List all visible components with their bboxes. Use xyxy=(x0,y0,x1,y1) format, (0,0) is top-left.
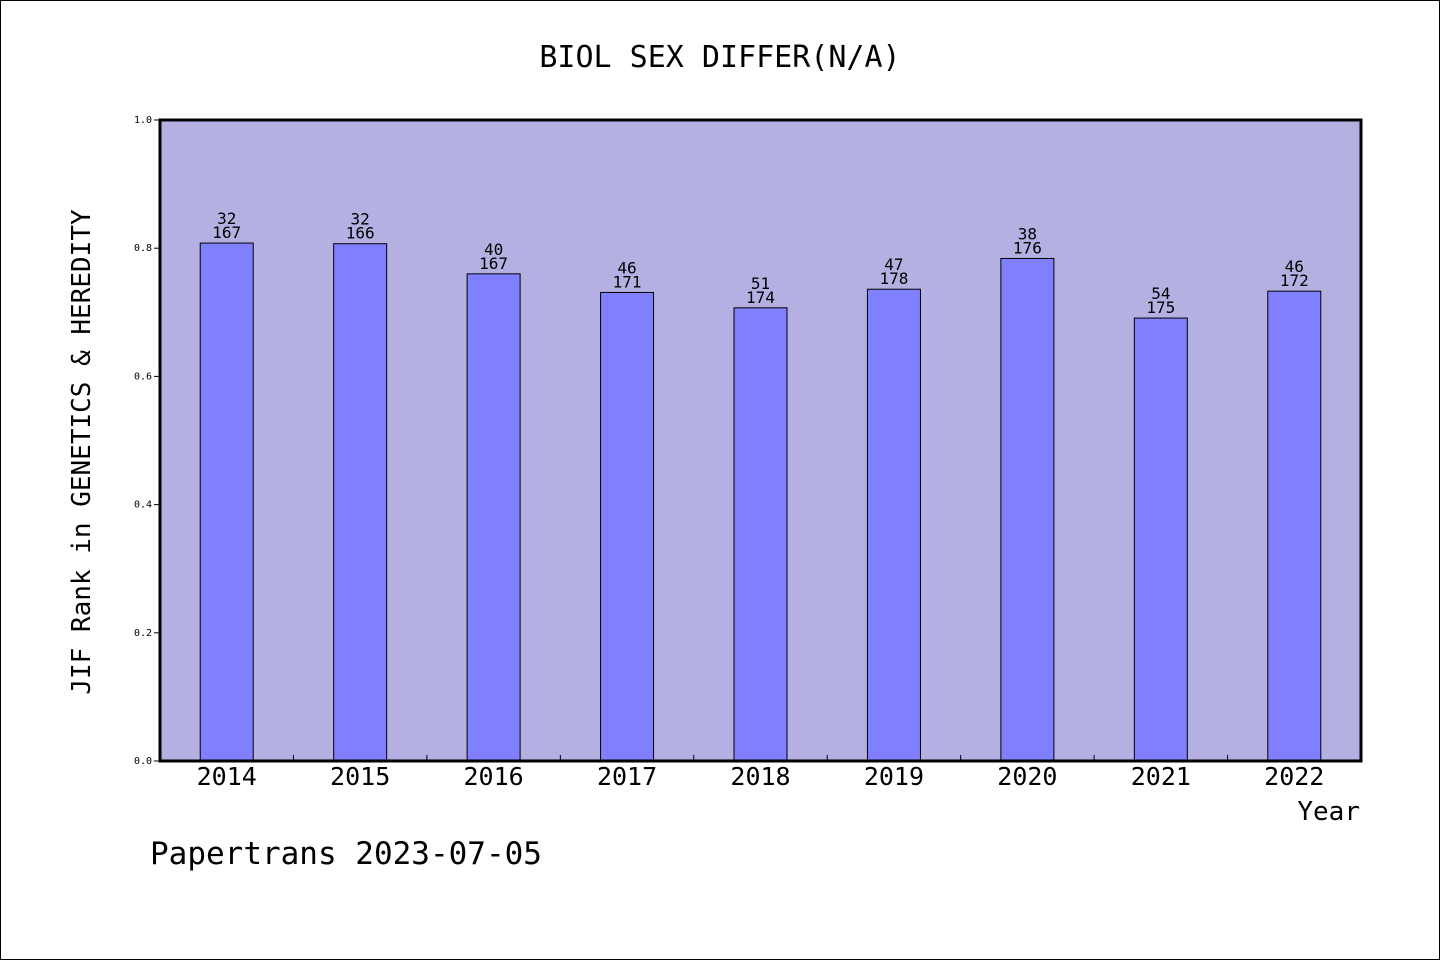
bar-total-label-2019: 178 xyxy=(879,269,908,288)
bar-total-label-2022: 172 xyxy=(1280,271,1309,290)
bar-total-label-2015: 166 xyxy=(346,224,375,243)
bar-rank-label-2021: 54 xyxy=(1151,284,1170,303)
bar-rank-label-2016: 40 xyxy=(484,240,503,259)
chart-title: BIOL SEX DIFFER(N/A) xyxy=(539,40,900,75)
bar-2018 xyxy=(733,307,788,762)
bar-rank-label-2022: 46 xyxy=(1285,257,1304,276)
y-axis: 0.0 0.2 0.4 0.6 0.8 1.0 xyxy=(134,115,160,767)
bar-2020 xyxy=(1000,257,1055,762)
y-tick-label-1.0: 1.0 xyxy=(134,115,152,126)
x-tick-label-2017: 2017 xyxy=(597,762,657,791)
bar-rank-label-2019: 47 xyxy=(884,255,903,274)
x-tick-label-2014: 2014 xyxy=(197,762,257,791)
y-tick-label-0.6: 0.6 xyxy=(134,371,152,382)
y-tick-label-0.0: 0.0 xyxy=(134,756,152,767)
bar-2021 xyxy=(1133,317,1188,762)
y-tick-label-0.4: 0.4 xyxy=(134,500,152,511)
x-axis-label: Year xyxy=(1297,797,1360,827)
bar-rank-label-2015: 32 xyxy=(351,210,370,229)
bar-2019 xyxy=(866,288,921,762)
bar-2015 xyxy=(333,243,388,762)
bar-2022 xyxy=(1267,290,1322,762)
bar-total-label-2016: 167 xyxy=(479,254,508,273)
x-tick-label-2016: 2016 xyxy=(464,762,524,791)
plot-border xyxy=(158,118,1363,763)
y-axis-label: JIF Rank in GENETICS & HEREDITY xyxy=(67,209,97,695)
bar-total-label-2018: 174 xyxy=(746,288,775,307)
x-tick-label-2022: 2022 xyxy=(1264,762,1324,791)
x-axis: 2014 2015 2016 2017 2018 2019 2020 2021 2022 xyxy=(197,755,1324,791)
bar-total-label-2020: 176 xyxy=(1013,238,1042,257)
bar-rank-label-2020: 38 xyxy=(1018,224,1037,243)
bar-2017 xyxy=(600,291,655,762)
x-tick-label-2021: 2021 xyxy=(1131,762,1191,791)
bar-total-label-2021: 175 xyxy=(1146,298,1175,317)
footer-credit: Papertrans 2023-07-05 xyxy=(150,836,542,872)
bar-total-label-2014: 167 xyxy=(212,223,241,242)
bars-group xyxy=(199,242,1322,762)
x-tick-label-2019: 2019 xyxy=(864,762,924,791)
x-tick-label-2015: 2015 xyxy=(330,762,390,791)
x-tick-label-2018: 2018 xyxy=(730,762,790,791)
x-tick-label-2020: 2020 xyxy=(997,762,1057,791)
bar-total-label-2017: 171 xyxy=(613,272,642,291)
bar-rank-label-2017: 46 xyxy=(617,258,636,277)
bar-2016 xyxy=(466,273,521,762)
bar-2014 xyxy=(199,242,254,762)
y-tick-label-0.8: 0.8 xyxy=(134,243,152,254)
bar-rank-label-2018: 51 xyxy=(751,274,770,293)
y-tick-label-0.2: 0.2 xyxy=(134,628,152,639)
bar-rank-label-2014: 32 xyxy=(217,209,236,228)
